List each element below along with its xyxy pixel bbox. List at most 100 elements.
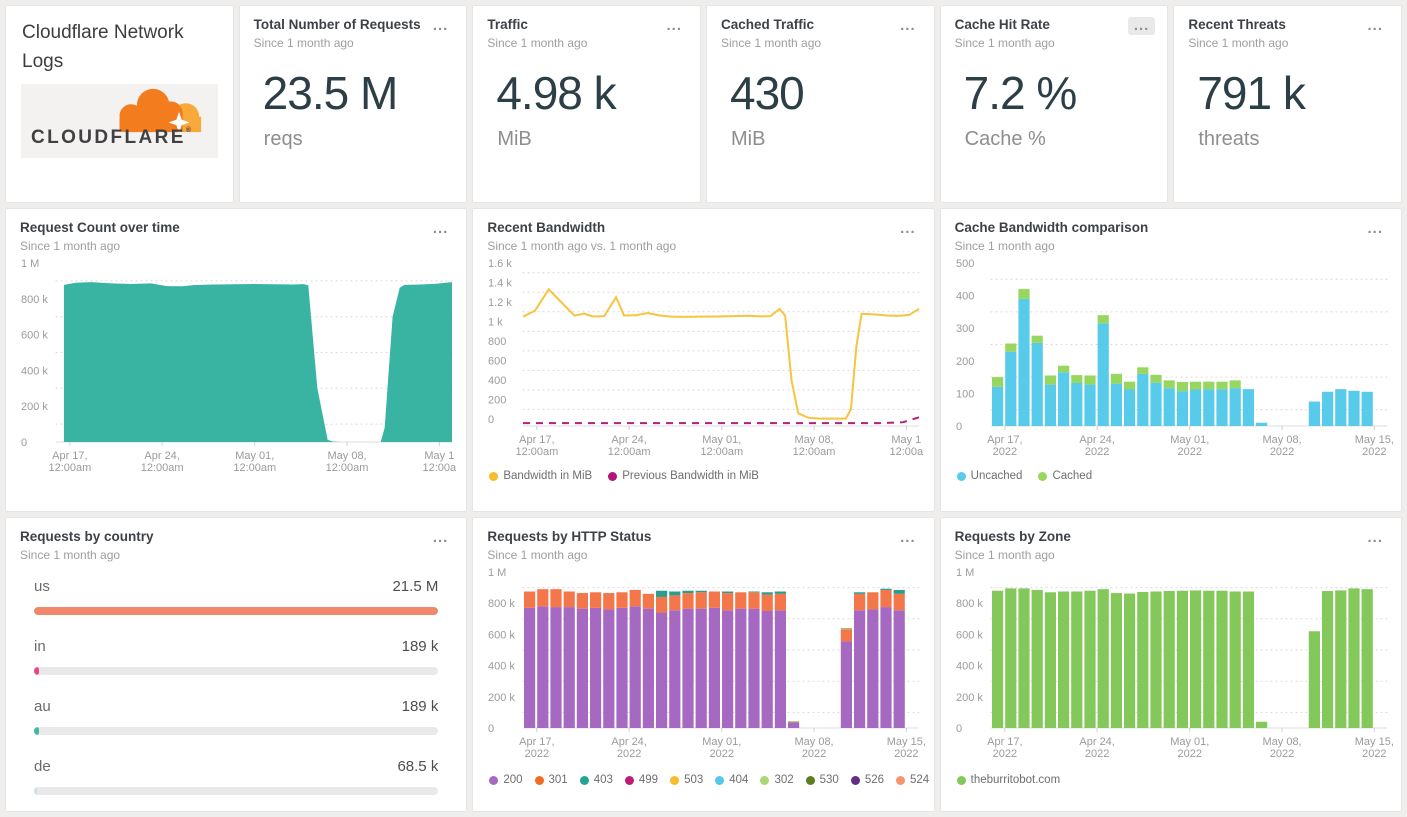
legend-label: Bandwidth in MiB	[503, 470, 593, 482]
http-status-chart[interactable]: 1 M 800 k 600 k 400 k 200 k 0 Apr 17, 2022 Apr 2…	[473, 562, 933, 772]
svg-text:1.2 k: 1.2 k	[488, 297, 512, 309]
legend-item[interactable]: 403	[579, 774, 613, 786]
panel-title: Recent Bandwidth	[487, 220, 606, 235]
stat-panel-cached-traffic: Cached Traffic Since 1 month ago ... 430…	[706, 5, 935, 203]
legend-item[interactable]: 404	[715, 774, 748, 786]
svg-text:May 08,: May 08,	[327, 450, 366, 462]
svg-text:1.4 k: 1.4 k	[488, 278, 512, 290]
legend-item[interactable]: Previous Bandwidth in MiB	[608, 470, 759, 482]
legend-item[interactable]: 524	[896, 774, 929, 786]
svg-text:Apr 24,: Apr 24,	[1079, 736, 1114, 748]
panel-menu-icon[interactable]: ...	[1127, 17, 1156, 35]
svg-text:May 01,: May 01,	[1170, 736, 1209, 748]
legend-item[interactable]: 301	[534, 774, 568, 786]
svg-text:400: 400	[488, 375, 506, 387]
svg-text:2022: 2022	[525, 748, 549, 760]
legend-label: 302	[774, 774, 794, 786]
panel-menu-icon[interactable]: ...	[900, 220, 916, 237]
svg-text:2022: 2022	[710, 748, 734, 760]
svg-text:2022: 2022	[992, 748, 1016, 760]
svg-text:12:00am: 12:00am	[233, 462, 276, 474]
panel-menu-icon[interactable]: ...	[900, 529, 916, 546]
country-label: us	[34, 578, 50, 595]
svg-text:500: 500	[956, 258, 974, 270]
country-value: 21.5 M	[392, 578, 439, 595]
svg-text:1 M: 1 M	[21, 258, 39, 270]
panel-menu-icon[interactable]: ...	[432, 529, 449, 546]
svg-text:0: 0	[956, 723, 962, 735]
svg-text:May 15,: May 15,	[1354, 434, 1393, 446]
panel-recent-bandwidth: Recent Bandwidth Since 1 month ago vs. 1…	[472, 208, 935, 512]
legend-label: 526	[864, 774, 885, 786]
panel-subtitle: Since 1 month ago	[954, 36, 1055, 50]
panel-menu-icon[interactable]: ...	[1367, 220, 1383, 237]
svg-text:May 15,: May 15,	[887, 736, 926, 748]
stat-unit: Cache %	[964, 128, 1046, 150]
cache-bandwidth-chart[interactable]: 500 400 300 200 100 0 Apr 17, 2022 Apr 24, 2022 Ma…	[941, 253, 1401, 468]
legend-item[interactable]: 526	[850, 774, 885, 786]
svg-text:2022: 2022	[1362, 446, 1386, 458]
svg-text:May 08,: May 08,	[795, 736, 834, 748]
legend-item[interactable]: 302	[760, 774, 794, 786]
svg-text:2022: 2022	[1269, 748, 1293, 760]
stat-unit: reqs	[263, 128, 303, 150]
legend-label: 200	[503, 774, 523, 786]
legend-item[interactable]: 503	[670, 774, 703, 786]
panel-subtitle: Since 1 month ago	[487, 36, 588, 50]
panel-menu-icon[interactable]: ...	[432, 220, 449, 237]
svg-text:1 k: 1 k	[488, 317, 503, 329]
legend-item[interactable]: Cached	[1038, 470, 1092, 482]
svg-text:2022: 2022	[894, 748, 918, 760]
panel-title: Recent Threats	[1188, 17, 1286, 32]
svg-text:May 01,: May 01,	[703, 736, 742, 748]
legend-item[interactable]: 499	[624, 774, 659, 786]
legend-item[interactable]: theburritobot.com	[956, 774, 1060, 786]
legend-label: 403	[593, 774, 613, 786]
legend-dot-icon	[579, 775, 589, 785]
country-row: in 189 k	[34, 638, 439, 675]
request-count-chart[interactable]: 1 M 800 k 600 k 400 k 200 k 0 Apr 17, 12:00am Ap…	[6, 253, 466, 488]
panel-menu-icon[interactable]: ...	[432, 17, 449, 34]
legend-dot-icon	[760, 775, 770, 785]
stat-unit: MiB	[731, 128, 766, 150]
panel-menu-icon[interactable]: ...	[900, 17, 916, 34]
svg-text:2022: 2022	[617, 748, 641, 760]
svg-text:0: 0	[488, 723, 494, 735]
svg-text:12:00am: 12:00am	[141, 462, 184, 474]
panel-menu-icon[interactable]: ...	[666, 17, 682, 34]
legend-item[interactable]: 200	[489, 774, 523, 786]
stat-value: 791 k	[1197, 67, 1306, 119]
svg-text:Apr 24,: Apr 24,	[1079, 434, 1114, 446]
svg-text:Apr 24,: Apr 24,	[612, 736, 647, 748]
legend-item[interactable]: 530	[805, 774, 839, 786]
svg-text:600 k: 600 k	[21, 330, 48, 342]
svg-text:May 08,: May 08,	[795, 434, 834, 446]
legend-dot-icon	[896, 775, 906, 785]
legend-label: 524	[910, 774, 930, 786]
country-bar-fill	[34, 667, 39, 675]
svg-text:May 01,: May 01,	[1170, 434, 1209, 446]
panel-menu-icon[interactable]: ...	[1367, 529, 1383, 546]
legend-dot-icon	[670, 775, 680, 785]
panel-cache-bandwidth: Cache Bandwidth comparison Since 1 month…	[939, 208, 1402, 512]
panel-menu-icon[interactable]: ...	[1367, 17, 1383, 34]
svg-text:1 M: 1 M	[956, 567, 974, 579]
svg-text:Apr 24,: Apr 24,	[612, 434, 647, 446]
legend-dot-icon	[608, 471, 618, 481]
svg-text:2022: 2022	[1177, 446, 1201, 458]
legend-item[interactable]: Uncached	[956, 470, 1022, 482]
panel-title: Requests by Zone	[954, 529, 1071, 544]
zone-chart[interactable]: 1 M 800 k 600 k 400 k 200 k 0 Apr 17, 2022 Apr 2…	[941, 562, 1401, 772]
stat-value: 4.98 k	[496, 67, 616, 119]
dashboard-title: Cloudflare Network Logs	[22, 22, 184, 73]
country-bar-track	[34, 667, 439, 675]
svg-text:May 01,: May 01,	[235, 450, 274, 462]
legend-label: 499	[638, 774, 659, 786]
svg-text:2022: 2022	[992, 446, 1016, 458]
legend-item[interactable]: Bandwidth in MiB	[489, 470, 592, 482]
svg-text:Apr 17,: Apr 17,	[519, 434, 554, 446]
